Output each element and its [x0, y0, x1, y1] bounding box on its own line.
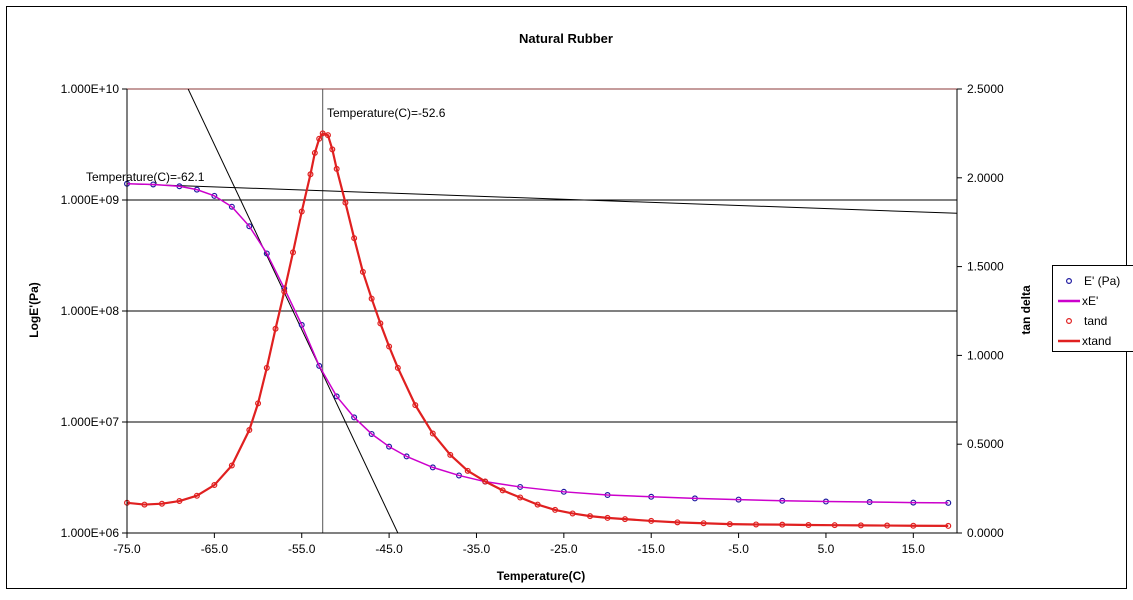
x-axis-label: Temperature(C)	[497, 569, 585, 583]
legend-label: xtand	[1082, 334, 1111, 348]
x-tick-label: -65.0	[201, 542, 229, 556]
y-right-tick-label: 2.0000	[967, 171, 1004, 185]
x-tick-label: -15.0	[638, 542, 666, 556]
annotation-peak: Temperature(C)=-52.6	[327, 106, 446, 120]
y-right-tick-label: 0.0000	[967, 526, 1004, 540]
legend-label: tand	[1084, 314, 1107, 328]
x-tick-label: -55.0	[288, 542, 316, 556]
x-tick-label: -35.0	[463, 542, 491, 556]
y-left-tick-label: 1.000E+09	[61, 193, 120, 207]
x-tick-label: 15.0	[902, 542, 926, 556]
legend: E' (Pa) xE' tand xtand	[1053, 266, 1133, 352]
chart-title: Natural Rubber	[519, 31, 613, 46]
y-right-tick-label: 0.5000	[967, 437, 1004, 451]
legend-label: xE'	[1082, 294, 1098, 308]
y-axis-left-label: LogE'(Pa)	[27, 282, 41, 338]
x-tick-label: -25.0	[550, 542, 578, 556]
y-right-tick-label: 1.0000	[967, 348, 1004, 362]
y-right-tick-label: 2.5000	[967, 82, 1004, 96]
y-left-tick-label: 1.000E+07	[61, 415, 120, 429]
y-axis-right-label: tan delta	[1019, 285, 1033, 335]
legend-label: E' (Pa)	[1084, 274, 1120, 288]
y-left-tick-label: 1.000E+10	[61, 82, 120, 96]
x-tick-label: -5.0	[728, 542, 749, 556]
annotation-onset: Temperature(C)=-62.1	[86, 170, 205, 184]
x-tick-label: -45.0	[375, 542, 403, 556]
x-tick-label: -75.0	[113, 542, 141, 556]
y-right-tick-label: 1.5000	[967, 260, 1004, 274]
y-left-tick-label: 1.000E+08	[61, 304, 120, 318]
y-left-tick-label: 1.000E+06	[61, 526, 120, 540]
x-tick-label: 5.0	[818, 542, 835, 556]
